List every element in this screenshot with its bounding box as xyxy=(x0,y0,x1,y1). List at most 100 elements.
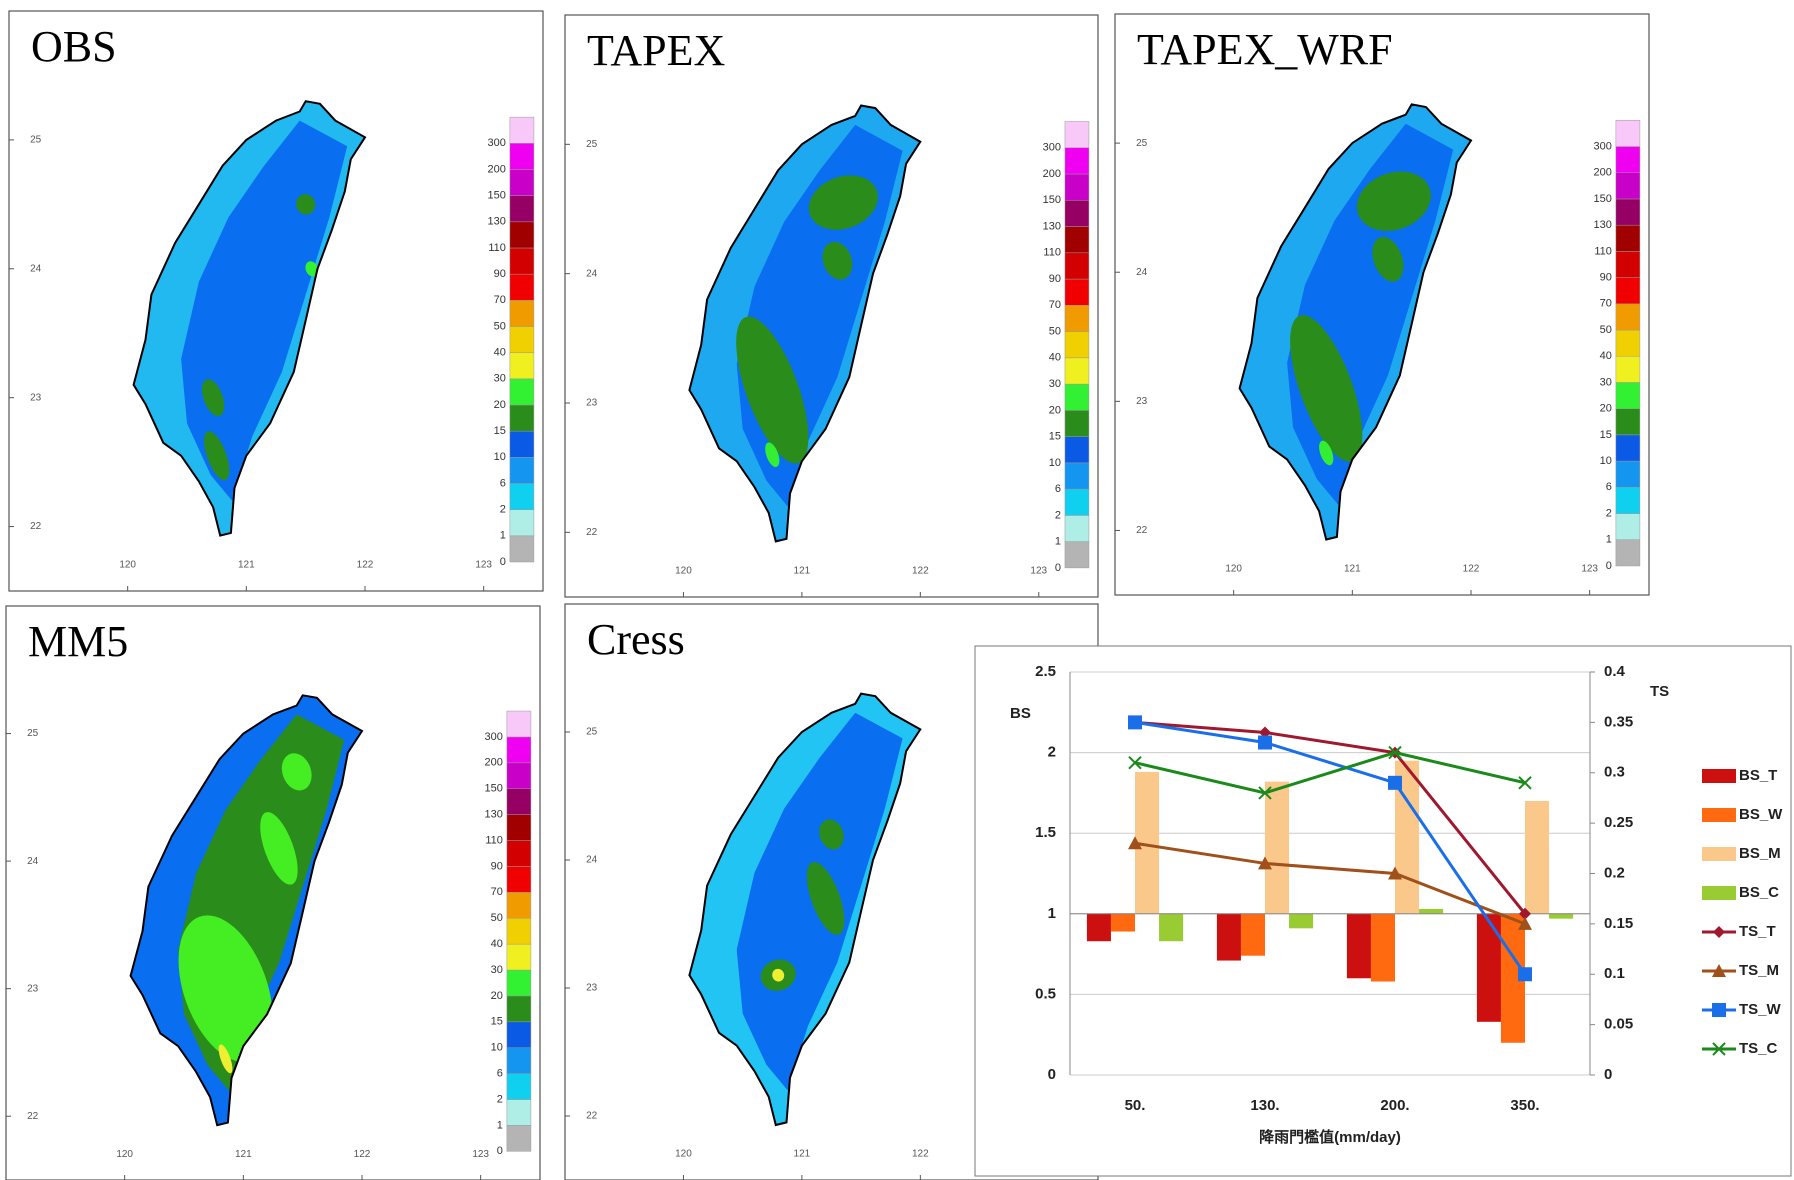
colorbar-label: 50 xyxy=(1049,325,1061,337)
colorbar-label: 2 xyxy=(500,504,506,516)
x-tick-label: 122 xyxy=(354,1149,371,1160)
colorbar-label: 130 xyxy=(485,809,503,821)
legend-marker xyxy=(1712,1003,1726,1017)
panel-title: TAPEX xyxy=(587,26,725,75)
bar xyxy=(1549,914,1573,919)
colorbar-box xyxy=(510,431,534,457)
colorbar-box xyxy=(1065,332,1089,358)
colorbar-label: 1 xyxy=(1606,534,1612,546)
colorbar-box xyxy=(510,326,534,352)
colorbar-label: 15 xyxy=(1600,429,1612,441)
colorbar-box xyxy=(507,892,531,918)
colorbar-label: 2 xyxy=(1055,509,1061,521)
x-tick-label: 123 xyxy=(475,560,492,571)
colorbar-box xyxy=(507,711,531,737)
colorbar-label: 2 xyxy=(497,1093,503,1105)
y-tick-label: 25 xyxy=(1136,138,1148,149)
figure: OBS1201211221232223242501261015203040507… xyxy=(0,0,1794,1180)
x-tick-label: 121 xyxy=(235,1149,252,1160)
bar xyxy=(1289,914,1313,929)
y-tick-label: 22 xyxy=(586,1111,598,1122)
bar xyxy=(1159,914,1183,941)
colorbar-box xyxy=(510,353,534,379)
y-tick-label: 24 xyxy=(586,855,598,866)
legend-label: BS_W xyxy=(1739,806,1783,823)
x-tick-label: 200. xyxy=(1380,1097,1409,1114)
x-tick-label: 121 xyxy=(794,1149,811,1160)
y-tick-label: 24 xyxy=(30,263,42,274)
colorbar-label: 70 xyxy=(491,886,503,898)
legend-swatch xyxy=(1702,769,1736,783)
colorbar-box xyxy=(1616,199,1640,225)
y2-tick-label: 0.3 xyxy=(1604,764,1625,781)
colorbar-label: 50 xyxy=(491,912,503,924)
panel-title: TAPEX_WRF xyxy=(1137,25,1393,74)
colorbar-label: 0 xyxy=(497,1145,503,1157)
colorbar-label: 130 xyxy=(1594,219,1612,231)
colorbar-box xyxy=(1065,174,1089,200)
colorbar-label: 30 xyxy=(1600,376,1612,388)
colorbar-box xyxy=(510,405,534,431)
legend-label: TS_T xyxy=(1739,923,1776,940)
colorbar-box xyxy=(507,1022,531,1048)
colorbar-label: 2 xyxy=(1606,507,1612,519)
panel-title: MM5 xyxy=(28,617,128,666)
colorbar-label: 110 xyxy=(485,834,503,846)
colorbar-box xyxy=(510,300,534,326)
line-marker xyxy=(1518,967,1532,981)
legend-swatch xyxy=(1702,886,1736,900)
colorbar-box xyxy=(1616,278,1640,304)
colorbar-box xyxy=(1616,356,1640,382)
combo-chart: 00.511.522.500.050.10.150.20.250.30.350.… xyxy=(975,646,1791,1176)
colorbar-label: 130 xyxy=(1043,220,1061,232)
colorbar-label: 10 xyxy=(1600,455,1612,467)
line-marker xyxy=(1258,736,1272,750)
colorbar-box xyxy=(507,996,531,1022)
colorbar-label: 300 xyxy=(1594,140,1612,152)
colorbar-box xyxy=(510,536,534,562)
y2-tick-label: 0.15 xyxy=(1604,915,1633,932)
colorbar-box xyxy=(510,379,534,405)
map-panel: TAPEX12012112212322232425012610152030405… xyxy=(565,15,1098,597)
y-tick-label: 22 xyxy=(27,1111,39,1122)
x-tick-label: 122 xyxy=(1463,563,1480,574)
colorbar-box xyxy=(510,169,534,195)
bar xyxy=(1347,914,1371,978)
colorbar-box xyxy=(1065,148,1089,174)
x-tick-label: 121 xyxy=(1344,563,1361,574)
y-tick-label: 24 xyxy=(1136,267,1148,278)
colorbar-box xyxy=(1065,200,1089,226)
x-tick-label: 350. xyxy=(1510,1097,1539,1114)
bar xyxy=(1419,909,1443,914)
colorbar-label: 110 xyxy=(488,242,506,254)
colorbar-box xyxy=(507,1048,531,1074)
y2-tick-label: 0.25 xyxy=(1604,814,1633,831)
colorbar-label: 70 xyxy=(1600,298,1612,310)
colorbar-box xyxy=(507,763,531,789)
y2-tick-label: 0 xyxy=(1604,1066,1612,1083)
colorbar-label: 300 xyxy=(485,731,503,743)
colorbar-label: 20 xyxy=(1600,403,1612,415)
y-tick-label: 25 xyxy=(27,728,39,739)
colorbar-box xyxy=(507,841,531,867)
legend-label: TS_W xyxy=(1739,1001,1782,1018)
colorbar-label: 6 xyxy=(500,477,506,489)
colorbar-box xyxy=(507,866,531,892)
y-tick-label: 24 xyxy=(586,268,598,279)
bar xyxy=(1217,914,1241,961)
legend-swatch xyxy=(1702,847,1736,861)
colorbar-box xyxy=(510,117,534,143)
colorbar-box xyxy=(1065,489,1089,515)
colorbar-box xyxy=(510,274,534,300)
line-marker xyxy=(1388,776,1402,790)
y-tick-label: 23 xyxy=(1136,396,1148,407)
panel-title: Cress xyxy=(587,615,685,664)
colorbar-box xyxy=(1065,384,1089,410)
colorbar-box xyxy=(507,1074,531,1100)
colorbar-box xyxy=(1065,463,1089,489)
y2-tick-label: 0.05 xyxy=(1604,1016,1633,1033)
colorbar-label: 20 xyxy=(491,990,503,1002)
colorbar-box xyxy=(1616,251,1640,277)
colorbar-box xyxy=(1065,358,1089,384)
colorbar-box xyxy=(510,510,534,536)
